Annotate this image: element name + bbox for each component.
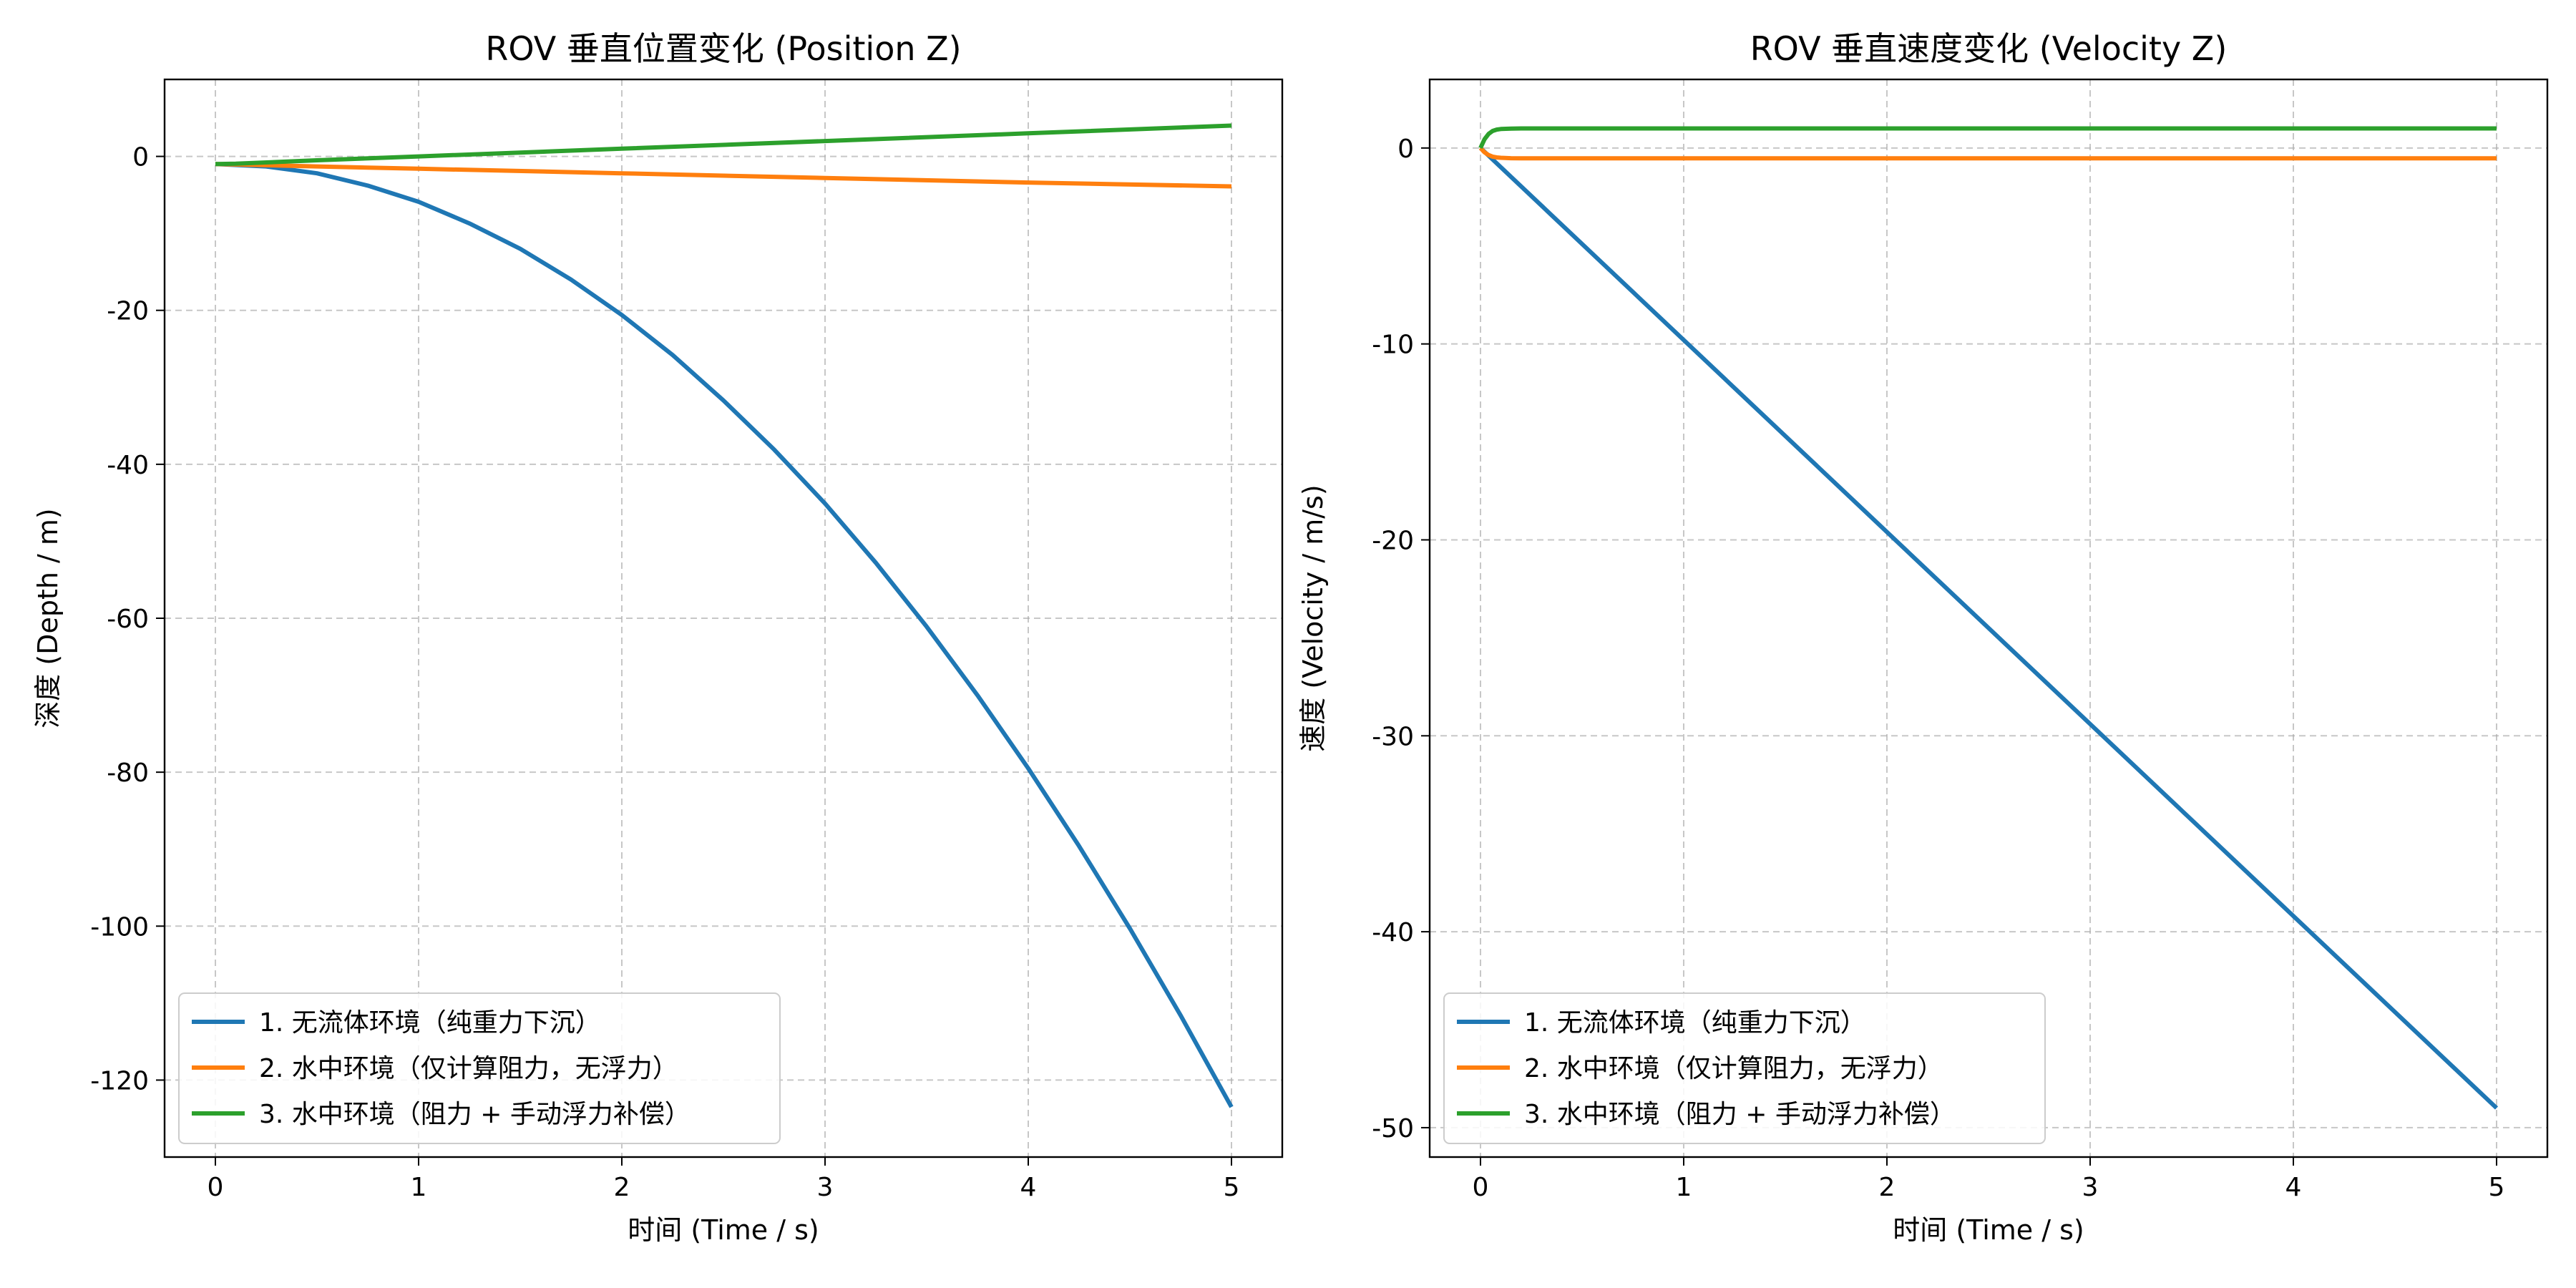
y-tick-label: -50 <box>1372 1114 1414 1143</box>
y-tick-label: -20 <box>1372 526 1414 555</box>
y-tick-label: -10 <box>1372 331 1414 360</box>
series-line-3 <box>1478 126 2497 150</box>
series-line-2 <box>215 162 1232 189</box>
plot-frame <box>1428 78 2549 1158</box>
y-tick-label: -60 <box>107 605 149 634</box>
y-tick-label: -40 <box>107 451 149 480</box>
legend-label-2: 2. 水中环境（仅计算阻力，无浮力） <box>1524 1054 1943 1083</box>
y-tick-label: -100 <box>90 912 149 942</box>
y-tick-label: -80 <box>107 758 149 788</box>
x-tick-label: 2 <box>1879 1173 1896 1202</box>
x-axis-label: 时间 (Time / s) <box>1893 1214 2084 1246</box>
y-tick-label: -20 <box>107 297 149 326</box>
y-tick-label: -30 <box>1372 722 1414 751</box>
legend-box <box>1443 992 2046 1144</box>
x-axis-label: 时间 (Time / s) <box>628 1214 819 1246</box>
series-line-2 <box>1478 146 2497 161</box>
x-tick-label: 4 <box>2285 1173 2302 1202</box>
x-tick-label: 1 <box>1676 1173 1692 1202</box>
y-axis-label: 深度 (Depth / m) <box>32 508 64 728</box>
x-tick-label: 4 <box>1020 1173 1037 1202</box>
y-tick-label: 0 <box>1397 135 1414 164</box>
x-tick-label: 3 <box>817 1173 834 1202</box>
chart-panel-1: 0 1 2 3 4 5 0 -20 -40 -60 -80 -100 -120 ROV 垂直位置变化 (P… <box>32 29 1284 1246</box>
x-tick-label: 2 <box>614 1173 630 1202</box>
legend-box <box>178 992 781 1144</box>
plot-frame <box>163 78 1284 1158</box>
x-tick-label: 5 <box>2489 1173 2505 1202</box>
chart-title: ROV 垂直位置变化 (Position Z) <box>485 29 961 68</box>
legend-label-3: 3. 水中环境（阻力 + 手动浮力补偿） <box>1524 1100 1956 1129</box>
y-tick-label: 0 <box>132 143 149 172</box>
legend-label-1: 1. 无流体环境（纯重力下沉） <box>259 1008 601 1038</box>
legend-label-3: 3. 水中环境（阻力 + 手动浮力补偿） <box>259 1100 691 1129</box>
chart-panel-2: 0 1 2 3 4 5 0 -10 -20 -30 -40 -50 ROV 垂直速度变化 (Veloci… <box>1297 29 2549 1246</box>
x-tick-label: 3 <box>2082 1173 2099 1202</box>
x-tick-label: 1 <box>411 1173 427 1202</box>
series-line-3 <box>215 123 1232 167</box>
legend: 1. 无流体环境（纯重力下沉） 2. 水中环境（仅计算阻力，无浮力） 3. 水中环境… <box>1443 992 2046 1144</box>
x-tick-label: 0 <box>208 1173 224 1202</box>
legend-label-1: 1. 无流体环境（纯重力下沉） <box>1524 1008 1866 1038</box>
x-tick-label: 5 <box>1224 1173 1240 1202</box>
legend: 1. 无流体环境（纯重力下沉） 2. 水中环境（仅计算阻力，无浮力） 3. 水中环境… <box>178 992 781 1144</box>
series-line-1 <box>215 162 1234 1108</box>
x-tick-label: 0 <box>1473 1173 1489 1202</box>
chart-title: ROV 垂直速度变化 (Velocity Z) <box>1750 29 2228 68</box>
series-line-1 <box>1478 146 2499 1110</box>
y-tick-label: -40 <box>1372 918 1414 947</box>
legend-label-2: 2. 水中环境（仅计算阻力，无浮力） <box>259 1054 678 1083</box>
y-tick-label: -120 <box>90 1066 149 1096</box>
y-axis-label: 速度 (Velocity / m/s) <box>1297 484 1329 751</box>
